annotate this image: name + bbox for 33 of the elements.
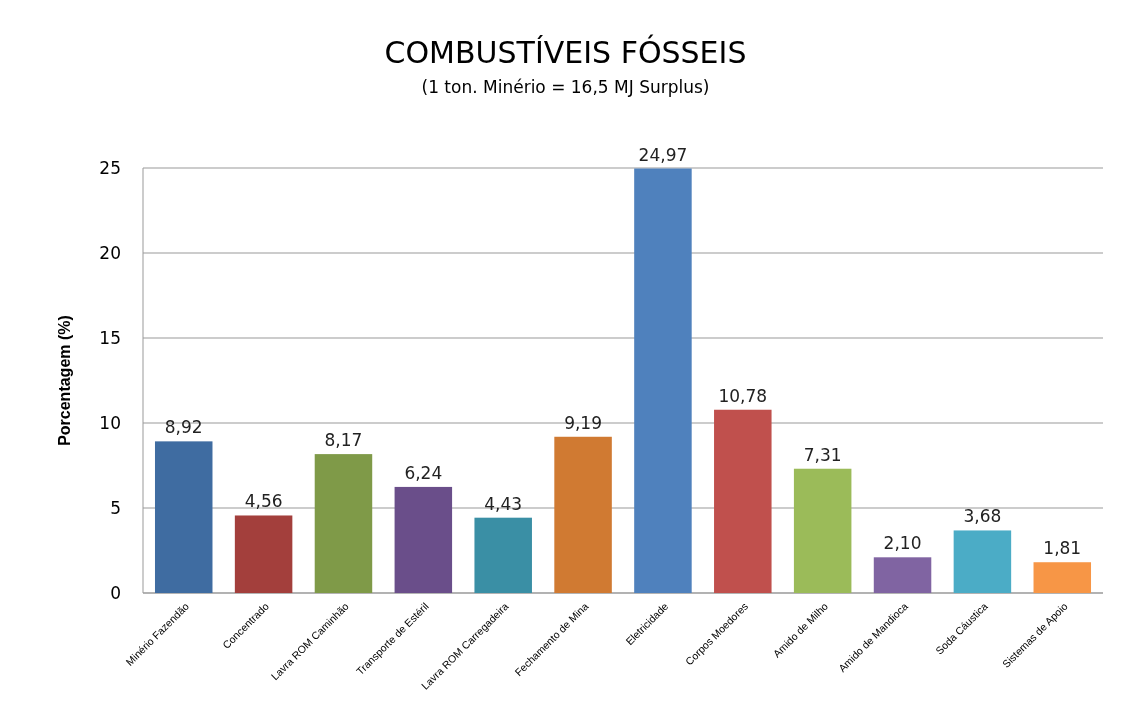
data-label: 3,68 xyxy=(963,506,1002,527)
y-tick-label: 25 xyxy=(99,158,121,178)
y-tick-label: 20 xyxy=(99,243,121,263)
data-label: 7,31 xyxy=(803,444,842,465)
y-tick-label: 5 xyxy=(110,498,121,518)
data-label: 4,43 xyxy=(484,493,523,514)
data-label: 10,78 xyxy=(718,385,768,406)
bar xyxy=(634,168,692,593)
chart-subtitle: (1 ton. Minério = 16,5 MJ Surplus) xyxy=(421,77,710,97)
bar xyxy=(474,517,532,593)
bar xyxy=(1033,562,1092,593)
chart-title: COMBUSTÍVEIS FÓSSEIS xyxy=(384,34,747,70)
bar xyxy=(394,486,453,593)
y-tick-label: 10 xyxy=(99,413,121,433)
bar xyxy=(953,530,1012,593)
data-label: 8,17 xyxy=(324,430,363,451)
y-tick-label: 0 xyxy=(110,583,121,603)
data-label: 8,92 xyxy=(164,417,203,438)
data-label: 24,97 xyxy=(638,144,688,165)
bar xyxy=(793,468,852,593)
data-label: 6,24 xyxy=(404,462,443,483)
bar xyxy=(714,409,772,593)
bar xyxy=(154,441,213,593)
bar xyxy=(314,454,373,593)
data-label: 4,56 xyxy=(244,491,283,512)
bar xyxy=(234,515,293,593)
data-label: 2,10 xyxy=(883,533,922,554)
bar xyxy=(554,436,612,593)
bar xyxy=(873,557,932,593)
y-axis-title: Porcentagem (%) xyxy=(56,315,73,446)
y-tick-label: 15 xyxy=(99,328,121,348)
data-label: 9,19 xyxy=(564,412,602,433)
data-label: 1,81 xyxy=(1043,538,1082,559)
